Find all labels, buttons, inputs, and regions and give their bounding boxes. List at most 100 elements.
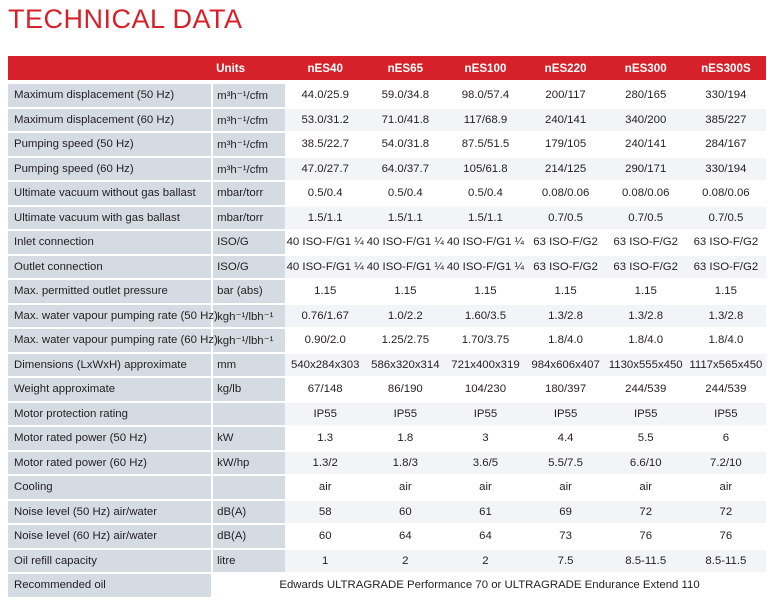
row-unit [212,475,286,501]
value-cell: IP55 [285,401,366,427]
value-cell: 0.7/0.5 [685,205,766,231]
row-unit: m³h⁻¹/cfm [212,132,286,158]
value-cell: air [285,475,366,501]
value-cell: 63 ISO-F/G2 [525,230,606,256]
value-cell: air [445,475,526,501]
value-cell: IP55 [605,401,686,427]
value-cell: 1.8/4.0 [685,328,766,354]
value-cell: 63 ISO-F/G2 [605,230,686,256]
value-cell: 586x320x314 [365,352,446,378]
value-cell: 6 [685,426,766,452]
value-cell: 340/200 [605,107,686,133]
row-unit: kg/lb [212,377,286,403]
row-unit [212,401,286,427]
header-model: nES40 [285,56,366,84]
value-cell: 47.0/27.7 [285,156,366,182]
table-row: Max. permitted outlet pressure bar (abs) 1… [8,279,766,305]
row-label: Max. permitted outlet pressure [8,279,214,305]
table-row: Noise level (50 Hz) air/water dB(A) 58 60 61… [8,499,766,525]
row-unit: dB(A) [212,499,286,525]
value-cell: 6.6/10 [605,450,686,476]
row-label: Noise level (50 Hz) air/water [8,499,214,525]
value-cell: 1.3/2.8 [605,303,686,329]
value-cell: 214/125 [525,156,606,182]
value-cell: 1.8/4.0 [525,328,606,354]
value-cell: 1.8/3 [365,450,446,476]
row-label: Recommended oil [8,573,214,599]
value-cell: 3.6/5 [445,450,526,476]
value-cell: 40 ISO-F/G1 ¼ [365,230,446,256]
row-unit: bar (abs) [212,279,286,305]
row-label: Ultimate vacuum with gas ballast [8,205,214,231]
value-cell: 179/105 [525,132,606,158]
row-label: Oil refill capacity [8,548,214,574]
value-cell: 40 ISO-F/G1 ¼ [445,254,526,280]
value-cell: 2 [445,548,526,574]
value-cell: 1.3 [285,426,366,452]
header-model: nES65 [365,56,446,84]
value-cell: 64 [365,524,446,550]
value-cell: 240/141 [525,107,606,133]
value-cell: 290/171 [605,156,686,182]
value-cell: 180/397 [525,377,606,403]
value-cell: air [525,475,606,501]
value-cell: 1.3/2.8 [685,303,766,329]
header-model: nES220 [525,56,606,84]
table-row: Max. water vapour pumping rate (50 Hz) kg… [8,303,766,329]
value-cell: 86/190 [365,377,446,403]
row-label: Dimensions (LxWxH) approximate [8,352,214,378]
recommended-oil-value: Edwards ULTRAGRADE Performance 70 or ULT… [212,573,766,599]
value-cell: 0.08/0.06 [605,181,686,207]
value-cell: 1 [285,548,366,574]
row-unit: mbar/torr [212,205,286,231]
value-cell: 1117x565x450 [685,352,766,378]
value-cell: 0.08/0.06 [685,181,766,207]
table-row: Pumping speed (50 Hz) m³h⁻¹/cfm 38.5/22.7 5… [8,132,766,158]
value-cell: 8.5-11.5 [605,548,686,574]
row-label: Cooling [8,475,214,501]
value-cell: 59.0/34.8 [365,82,446,109]
value-cell: 0.76/1.67 [285,303,366,329]
value-cell: 87.5/51.5 [445,132,526,158]
value-cell: 73 [525,524,606,550]
value-cell: 104/230 [445,377,526,403]
table-row: Pumping speed (60 Hz) m³h⁻¹/cfm 47.0/27.7 6… [8,156,766,182]
table-row: Ultimate vacuum with gas ballast mbar/tor… [8,205,766,231]
value-cell: 330/194 [685,156,766,182]
value-cell: 1.5/1.1 [365,205,446,231]
value-cell: 60 [285,524,366,550]
value-cell: IP55 [445,401,526,427]
value-cell: 69 [525,499,606,525]
table-row: Motor rated power (50 Hz) kW 1.3 1.8 3 4.4 5.5… [8,426,766,452]
header-row: Units nES40 nES65 nES100 nES220 nES300 n… [8,56,766,84]
value-cell: 1130x555x450 [605,352,686,378]
value-cell: 58 [285,499,366,525]
header-label-cell [8,56,213,84]
header-model: nES300 [605,56,686,84]
value-cell: 385/227 [685,107,766,133]
value-cell: 64.0/37.7 [365,156,446,182]
value-cell: 1.60/3.5 [445,303,526,329]
value-cell: 64 [445,524,526,550]
value-cell: 76 [605,524,686,550]
table-row: Inlet connection ISO/G 40 ISO-F/G1 ¼ 40 ISO… [8,230,766,256]
value-cell: 1.25/2.75 [365,328,446,354]
value-cell: 240/141 [605,132,686,158]
value-cell: air [605,475,686,501]
row-unit: m³h⁻¹/cfm [212,107,286,133]
row-unit: ISO/G [212,230,286,256]
value-cell: 117/68.9 [445,107,526,133]
value-cell: 40 ISO-F/G1 ¼ [445,230,526,256]
value-cell: 0.7/0.5 [525,205,606,231]
row-label: Ultimate vacuum without gas ballast [8,181,214,207]
header-units: Units [212,56,286,84]
row-unit: m³h⁻¹/cfm [212,156,286,182]
row-label: Weight approximate [8,377,214,403]
row-unit: mm [212,352,286,378]
row-unit: kW [212,426,286,452]
row-label: Max. water vapour pumping rate (60 Hz) [8,328,218,354]
value-cell: 1.5/1.1 [285,205,366,231]
value-cell: 63 ISO-F/G2 [685,230,766,256]
value-cell: 284/167 [685,132,766,158]
value-cell: 1.70/3.75 [445,328,526,354]
